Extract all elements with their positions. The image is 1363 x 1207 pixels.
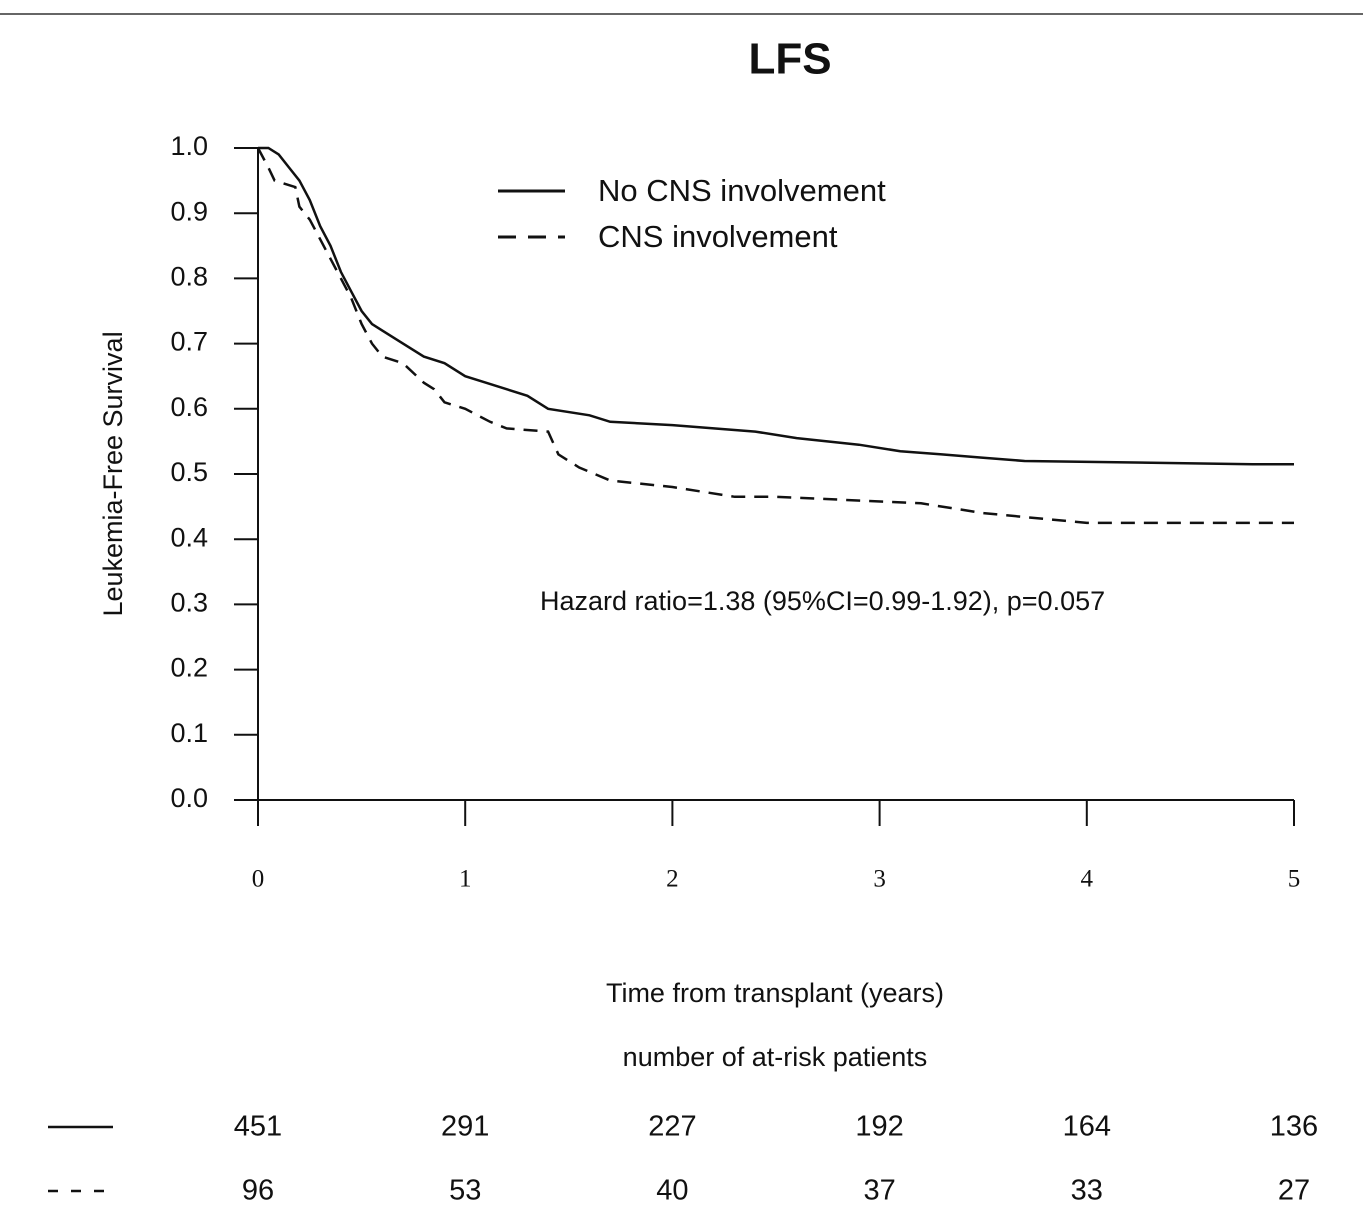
at-risk-count: 53 (449, 1175, 481, 1207)
at-risk-count: 27 (1278, 1175, 1310, 1207)
legend-label: No CNS involvement (598, 173, 886, 208)
x-tick-label: 2 (666, 866, 679, 893)
at-risk-title: number of at-risk patients (623, 1042, 928, 1072)
at-risk-count: 40 (656, 1175, 688, 1207)
at-risk-count: 37 (863, 1175, 895, 1207)
y-tick-label: 0.0 (170, 783, 208, 813)
y-tick-label: 0.9 (170, 196, 208, 226)
y-tick-label: 0.4 (170, 522, 208, 552)
x-tick-label: 0 (252, 866, 265, 893)
y-tick-label: 0.8 (170, 262, 208, 292)
annotation: Hazard ratio=1.38 (95%CI=0.99-1.92), p=0… (540, 586, 1105, 616)
at-risk-count: 96 (242, 1175, 274, 1207)
y-tick-label: 0.2 (170, 653, 208, 683)
y-tick-label: 0.7 (170, 327, 208, 357)
at-risk-count: 136 (1270, 1111, 1318, 1143)
at-risk-count: 164 (1063, 1111, 1111, 1143)
at-risk-count: 227 (648, 1111, 696, 1143)
y-tick-label: 0.1 (170, 718, 208, 748)
at-risk-count: 33 (1071, 1175, 1103, 1207)
at-risk-count: 291 (441, 1111, 489, 1143)
x-tick-label: 1 (459, 866, 472, 893)
x-tick-label: 3 (873, 866, 886, 893)
y-tick-label: 0.6 (170, 392, 208, 422)
at-risk-count: 192 (855, 1111, 903, 1143)
x-tick-label: 4 (1081, 866, 1094, 893)
survival-curve (256, 147, 1294, 525)
y-axis-title: Leukemia-Free Survival (98, 331, 128, 616)
at-risk-count: 451 (234, 1111, 282, 1143)
y-tick-label: 0.3 (170, 588, 208, 618)
x-axis-title: Time from transplant (years) (606, 978, 944, 1008)
y-tick-label: 1.0 (170, 131, 208, 161)
x-tick-label: 5 (1288, 866, 1301, 893)
chart-title: LFS (748, 35, 831, 84)
y-tick-label: 0.5 (170, 457, 208, 487)
legend-label: CNS involvement (598, 219, 838, 254)
survival-curve (258, 146, 1294, 466)
